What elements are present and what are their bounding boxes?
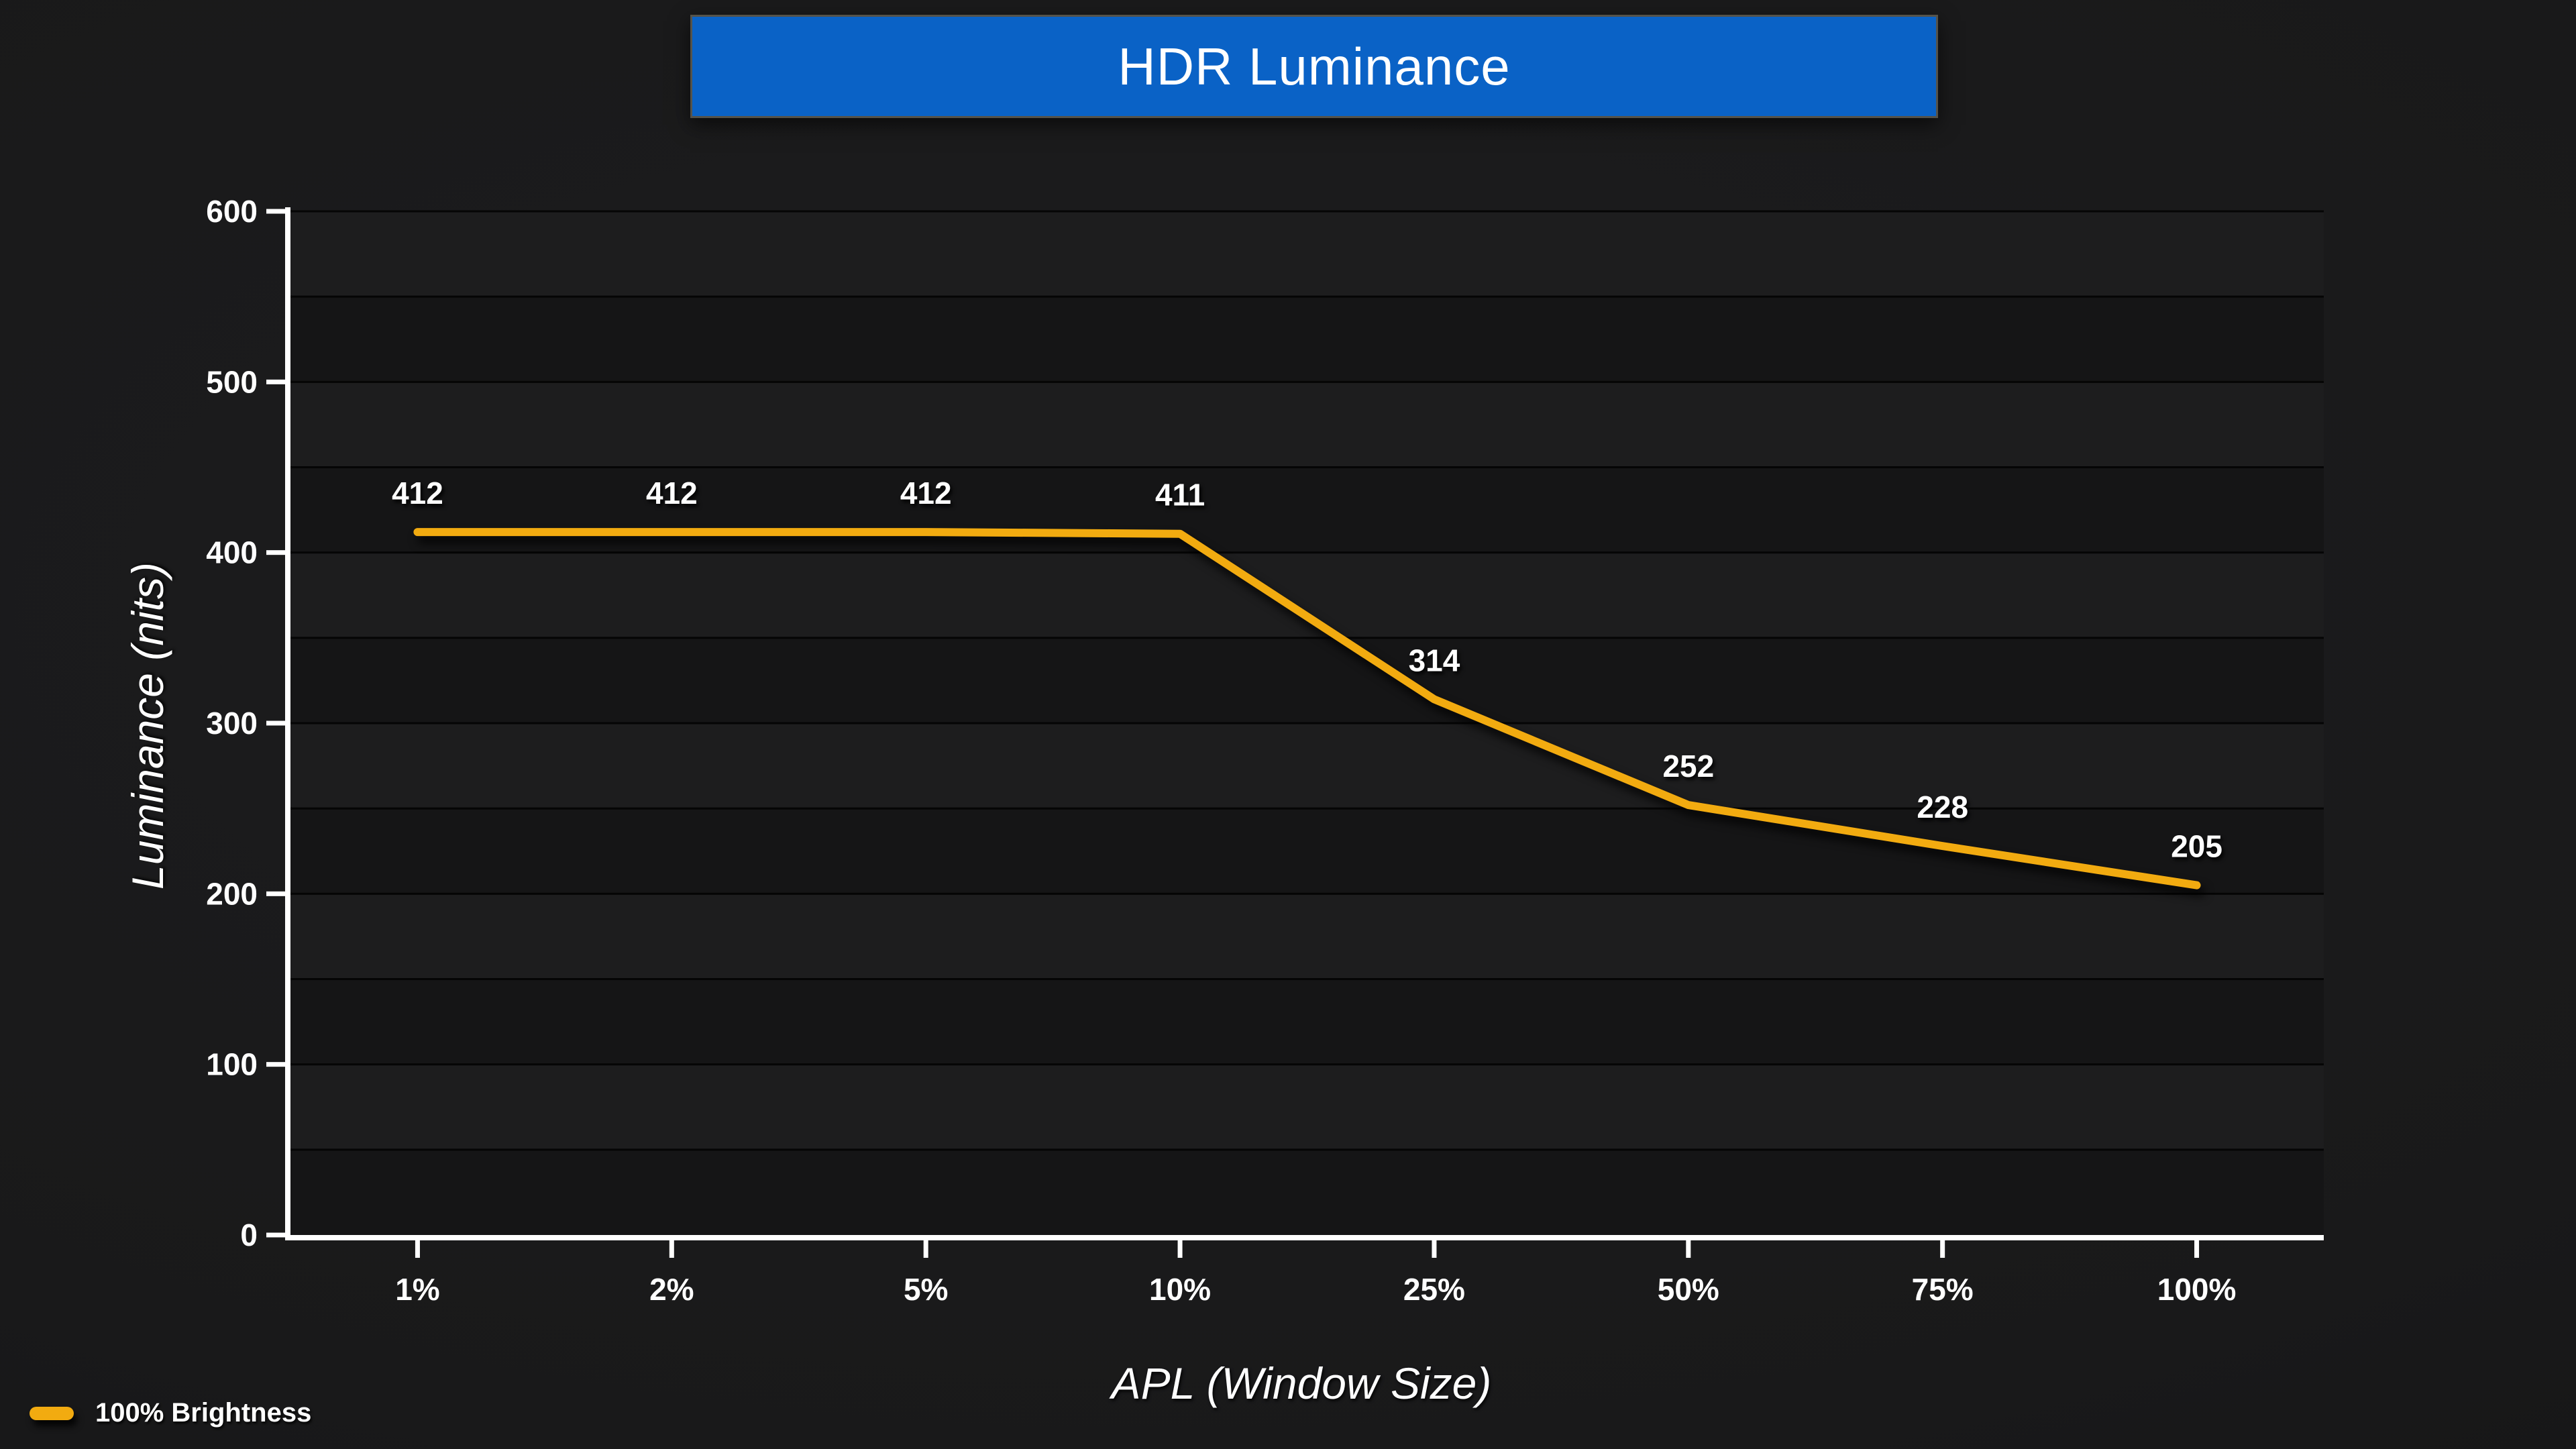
y-tick	[266, 550, 285, 555]
grid-band	[290, 979, 2324, 1065]
x-tick-label: 50%	[1658, 1272, 1719, 1307]
gridline	[290, 978, 2324, 980]
gridline	[290, 210, 2324, 213]
x-tick-label: 2%	[649, 1272, 694, 1307]
grid-band	[290, 1149, 2324, 1235]
x-tick-label: 100%	[2157, 1272, 2237, 1307]
y-tick-label: 100	[206, 1047, 258, 1082]
x-tick	[1686, 1240, 1691, 1258]
x-tick	[415, 1240, 420, 1258]
gridline	[290, 466, 2324, 468]
y-tick	[266, 891, 285, 896]
x-tick-label: 10%	[1149, 1272, 1211, 1307]
y-tick	[266, 1062, 285, 1067]
legend-label: 100% Brightness	[95, 1398, 312, 1428]
data-label: 412	[900, 476, 952, 511]
gridline	[290, 295, 2324, 298]
grid-band	[290, 467, 2324, 553]
x-tick-label: 25%	[1403, 1272, 1465, 1307]
gridline	[290, 807, 2324, 810]
y-tick-label: 500	[206, 364, 258, 399]
grid-band	[290, 1064, 2324, 1150]
grid-band	[290, 894, 2324, 979]
x-tick	[669, 1240, 674, 1258]
y-tick-label: 0	[240, 1218, 258, 1252]
y-tick	[266, 209, 285, 214]
gridline	[290, 1148, 2324, 1151]
y-tick-label: 200	[206, 876, 258, 911]
title-banner: HDR Luminance	[690, 15, 1938, 118]
x-axis-title: APL (Window Size)	[1111, 1358, 1492, 1408]
data-label: 412	[646, 476, 698, 511]
data-label: 411	[1155, 478, 1205, 513]
y-tick	[266, 379, 285, 384]
series-line	[413, 528, 2201, 890]
grid-band	[290, 723, 2324, 809]
y-tick-label: 600	[206, 194, 258, 229]
x-tick	[1940, 1240, 1945, 1258]
gridline	[290, 637, 2324, 639]
grid-band	[290, 552, 2324, 638]
data-label: 412	[392, 476, 443, 511]
grid-band	[290, 808, 2324, 894]
gridline	[290, 892, 2324, 895]
data-label: 314	[1409, 643, 1460, 678]
y-tick-label: 300	[206, 706, 258, 741]
x-axis-line	[285, 1235, 2324, 1240]
x-tick	[1177, 1240, 1183, 1258]
gridline	[290, 380, 2324, 383]
grid-band	[290, 297, 2324, 382]
x-tick	[1432, 1240, 1437, 1258]
y-axis-line	[285, 207, 290, 1240]
x-tick-label: 1%	[395, 1272, 439, 1307]
x-tick	[923, 1240, 928, 1258]
legend: 100% Brightness	[30, 1398, 311, 1428]
x-tick-label: 75%	[1912, 1272, 1974, 1307]
data-label: 205	[2171, 829, 2222, 864]
y-tick	[266, 720, 285, 726]
grid-band	[290, 637, 2324, 723]
data-label: 228	[1917, 790, 1968, 824]
chart-title: HDR Luminance	[1118, 36, 1511, 96]
data-label: 252	[1662, 749, 1714, 784]
gridline	[290, 722, 2324, 724]
x-tick	[2194, 1240, 2200, 1258]
gridline	[290, 551, 2324, 554]
y-tick	[266, 1232, 285, 1238]
grid-band	[290, 382, 2324, 468]
y-tick-label: 400	[206, 535, 258, 570]
y-axis-title: Luminance (nits)	[123, 562, 172, 890]
grid-band	[290, 211, 2324, 297]
x-tick-label: 5%	[904, 1272, 948, 1307]
legend-swatch-icon	[30, 1406, 74, 1420]
gridline	[290, 1063, 2324, 1066]
